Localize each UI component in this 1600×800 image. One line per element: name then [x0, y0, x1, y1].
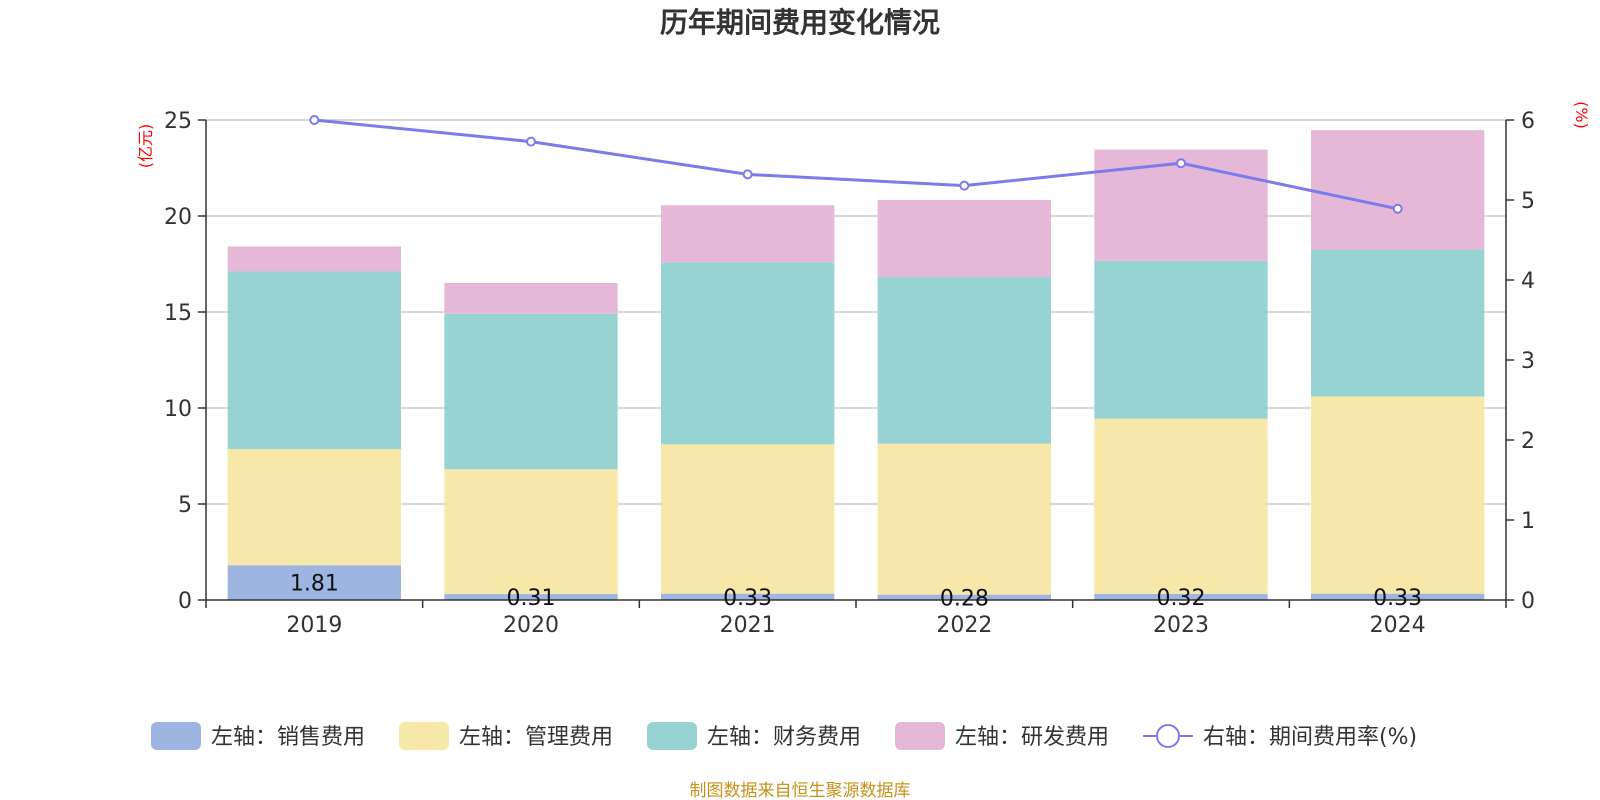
bar-segment — [444, 469, 618, 595]
right-axis-tick-label: 5 — [1521, 189, 1535, 214]
bar-segment — [227, 565, 401, 600]
bar-segment — [1094, 593, 1268, 600]
left-axis-unit: (亿元) — [136, 124, 155, 169]
expense-rate-point — [742, 169, 753, 180]
data-labels: 1.81 0.31 0.33 0.28 0.32 0.33 — [290, 572, 1422, 612]
bar-data-label: 1.81 — [290, 572, 339, 597]
right-axis-tick-label: 6 — [1521, 109, 1535, 134]
bar-segment — [444, 594, 618, 600]
right-axis-tick-label: 0 — [1521, 589, 1535, 614]
bar-segment — [444, 283, 618, 314]
bar-data-label: 0.33 — [723, 586, 772, 611]
bar-data-label: 0.31 — [507, 586, 556, 611]
bar-segment — [877, 277, 1051, 444]
axes: 0 5 10 15 20 25 0 1 2 3 4 5 6 2019 2020 2021 2022 2023 202… — [164, 109, 1535, 638]
left-axis-tick-label: 15 — [164, 301, 192, 326]
bar-series — [227, 130, 1485, 600]
legend-label: 右轴：期间费用率(%) — [1203, 725, 1417, 750]
bar-segment — [444, 313, 618, 470]
x-axis-tick-label: 2022 — [936, 613, 992, 638]
x-axis-tick-label: 2024 — [1370, 613, 1426, 638]
right-axis-tick-label: 3 — [1521, 349, 1535, 374]
legend-label: 左轴：销售费用 — [211, 725, 365, 750]
bar-segment — [227, 271, 401, 450]
bar-segment — [1094, 260, 1268, 419]
expense-rate-point — [526, 136, 536, 147]
bar-segment — [1094, 418, 1268, 594]
legend-label: 左轴：管理费用 — [459, 725, 613, 750]
x-axis-tick-label: 2019 — [286, 613, 342, 638]
expense-rate-point — [959, 180, 970, 191]
left-axis-tick-label: 5 — [178, 493, 192, 518]
bar-segment — [1311, 593, 1485, 600]
right-axis-unit: (%) — [1572, 101, 1591, 129]
legend: 左轴：销售费用 左轴：管理费用 左轴：财务费用 左轴：研发费用 右轴：期间费用率(%) — [151, 722, 1417, 750]
bar-segment — [877, 199, 1051, 278]
x-axis-tick-label: 2023 — [1153, 613, 1209, 638]
expense-rate-line — [314, 118, 1398, 211]
bar-segment — [877, 594, 1051, 600]
bar-segment — [877, 443, 1051, 595]
legend-swatch — [895, 722, 945, 750]
left-axis-tick-label: 25 — [164, 109, 192, 134]
bar-segment — [1311, 130, 1485, 250]
grid-lines — [206, 119, 1506, 505]
legend-label: 左轴：财务费用 — [707, 725, 861, 750]
legend-swatch — [647, 722, 697, 750]
right-axis-tick-label: 4 — [1521, 269, 1535, 294]
expense-rate-point — [309, 115, 320, 125]
bar-segment — [661, 593, 835, 600]
left-axis-tick-label: 0 — [178, 589, 192, 614]
data-source-note: 制图数据来自恒生聚源数据库 — [690, 781, 911, 800]
left-axis-tick-label: 20 — [164, 205, 192, 230]
expense-rate-point — [1392, 203, 1403, 214]
legend-swatch — [151, 722, 201, 750]
bar-data-label: 0.28 — [940, 586, 989, 611]
bar-segment — [661, 205, 835, 263]
bar-segment — [227, 246, 401, 272]
bar-segment — [661, 444, 835, 594]
bar-segment — [227, 449, 401, 566]
legend-swatch — [399, 722, 449, 750]
x-axis-tick-label: 2020 — [503, 613, 559, 638]
legend-label: 左轴：研发费用 — [955, 725, 1109, 750]
bar-data-label: 0.33 — [1373, 586, 1422, 611]
chart-title: 历年期间费用变化情况 — [660, 6, 940, 39]
expense-rate-point — [1176, 158, 1186, 169]
x-axis-tick-label: 2021 — [720, 613, 776, 638]
bar-segment — [1311, 249, 1485, 397]
bar-segment — [661, 262, 835, 445]
right-axis-tick-label: 2 — [1521, 429, 1535, 454]
bar-data-label: 0.32 — [1157, 586, 1206, 611]
right-axis-tick-label: 1 — [1521, 509, 1535, 534]
legend-marker-swatch — [1156, 724, 1180, 748]
line-series — [309, 115, 1403, 214]
bar-segment — [1311, 396, 1485, 594]
left-axis-tick-label: 10 — [164, 397, 192, 422]
